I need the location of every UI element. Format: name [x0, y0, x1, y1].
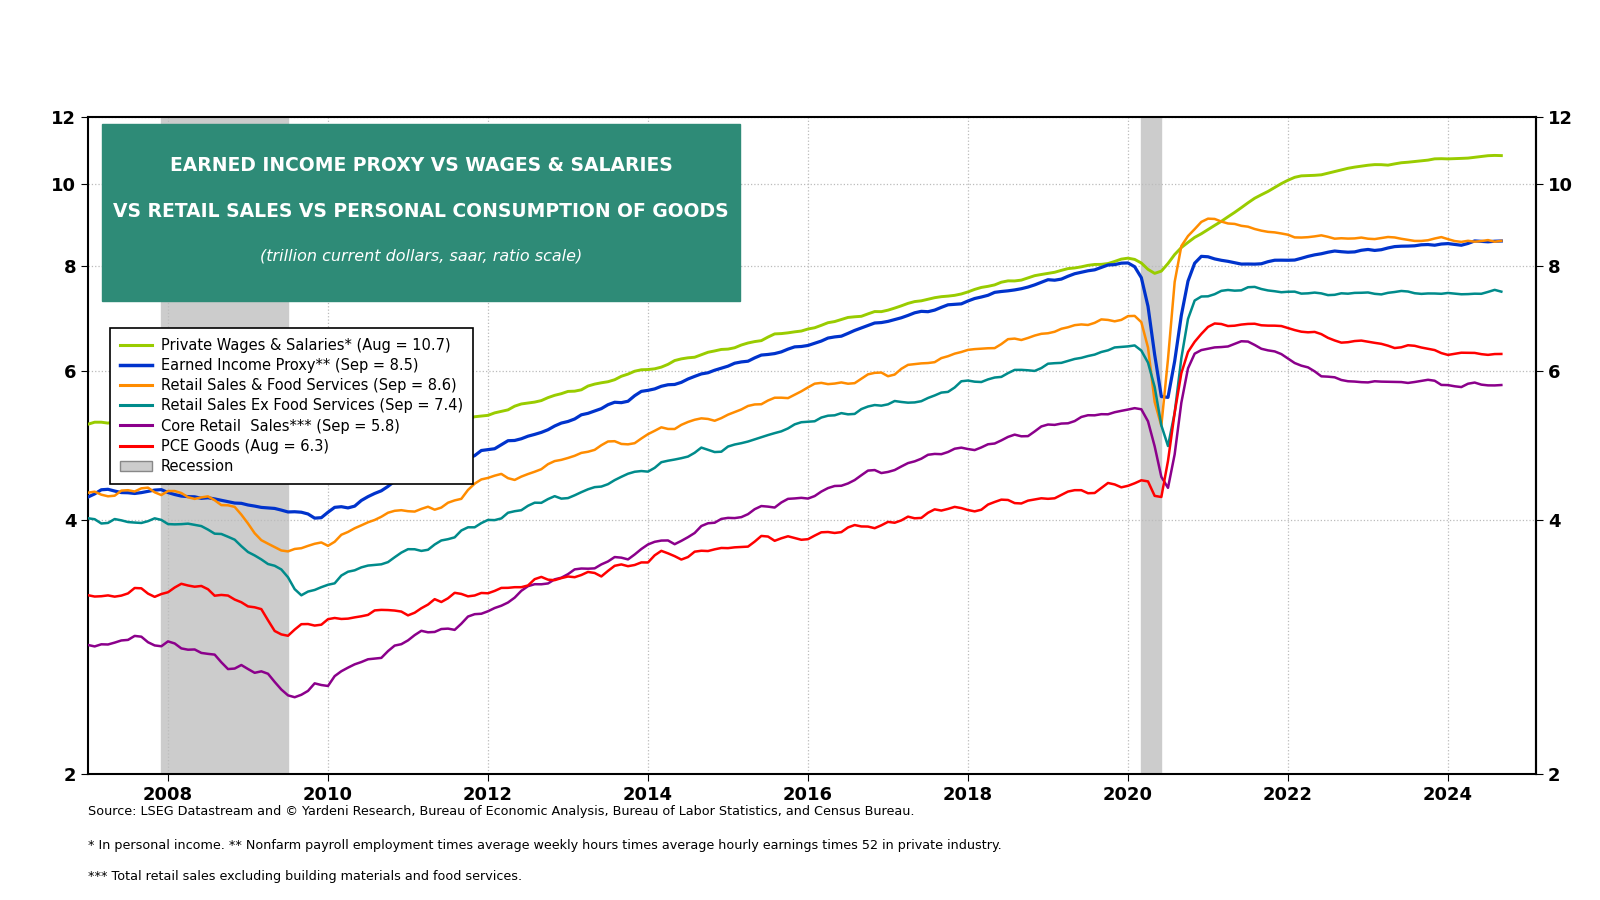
Text: *** Total retail sales excluding building materials and food services.: *** Total retail sales excluding buildin…	[88, 870, 522, 883]
Text: * In personal income. ** Nonfarm payroll employment times average weekly hours t: * In personal income. ** Nonfarm payroll…	[88, 839, 1002, 851]
Text: (trillion current dollars, saar, ratio scale): (trillion current dollars, saar, ratio s…	[259, 248, 582, 264]
Bar	[162, 117, 288, 774]
Text: Source: LSEG Datastream and © Yardeni Research, Bureau of Economic Analysis, Bur: Source: LSEG Datastream and © Yardeni Re…	[88, 806, 915, 818]
Legend: Private Wages & Salaries* (Aug = 10.7), Earned Income Proxy** (Sep = 8.5), Retai: Private Wages & Salaries* (Aug = 10.7), …	[110, 328, 474, 484]
Text: VS RETAIL SALES VS PERSONAL CONSUMPTION OF GOODS: VS RETAIL SALES VS PERSONAL CONSUMPTION …	[114, 202, 730, 221]
Bar	[102, 123, 739, 301]
Bar	[1141, 117, 1162, 774]
Text: EARNED INCOME PROXY VS WAGES & SALARIES: EARNED INCOME PROXY VS WAGES & SALARIES	[170, 157, 672, 176]
